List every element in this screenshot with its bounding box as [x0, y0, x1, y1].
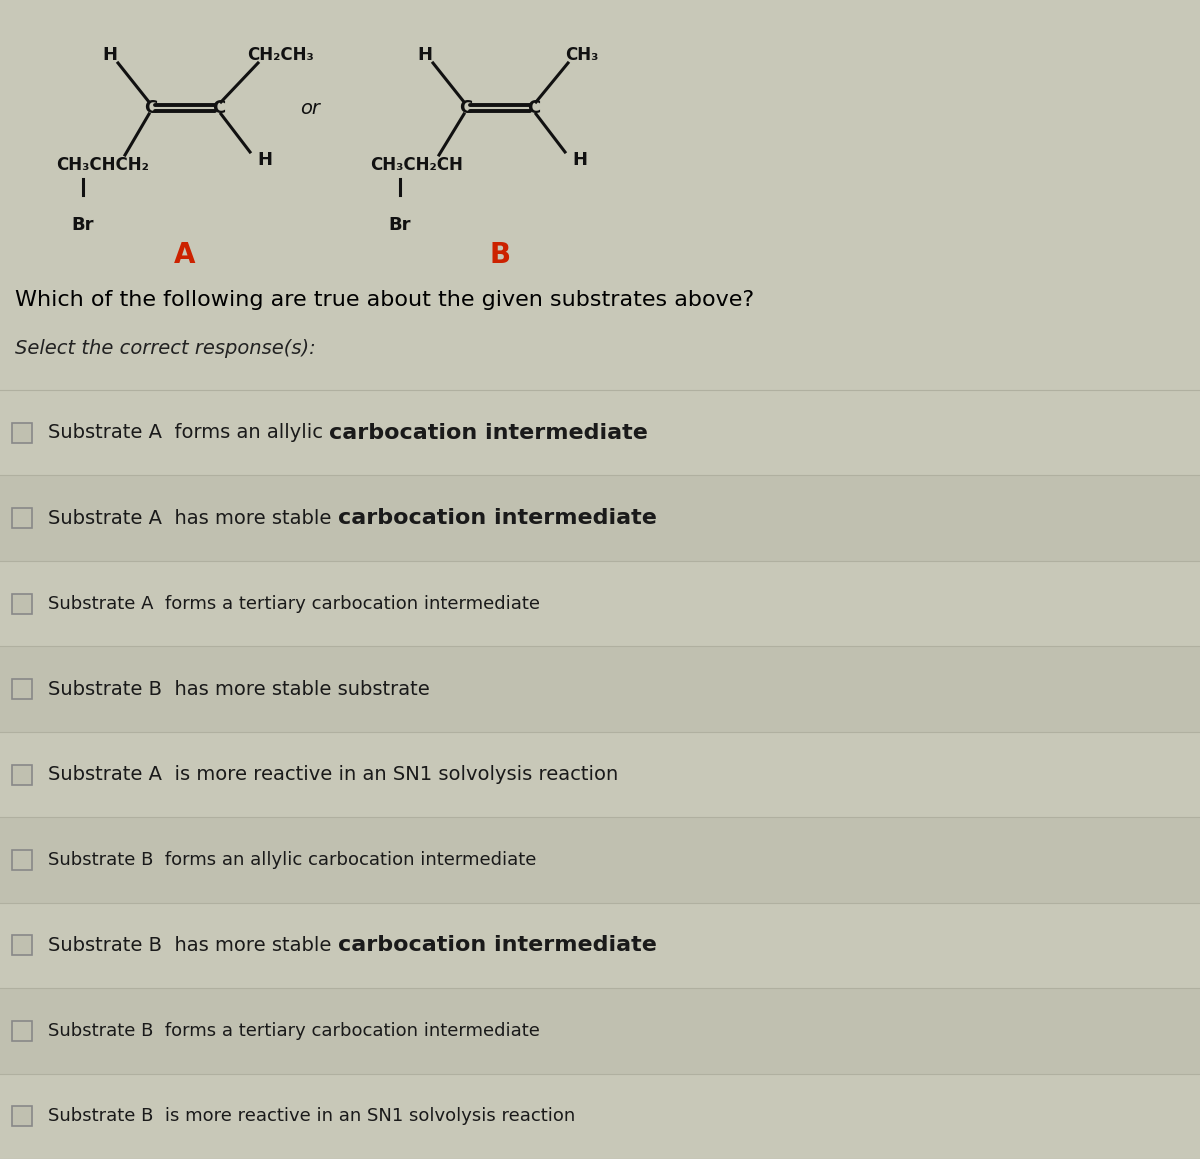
Text: Substrate A  forms a tertiary carbocation intermediate: Substrate A forms a tertiary carbocation…: [48, 595, 540, 613]
Bar: [0, 561, 1200, 647]
Text: C: C: [527, 99, 541, 117]
Bar: [0, 1073, 1200, 1159]
Bar: [12, 1021, 32, 1041]
Text: Substrate A  forms an allylic: Substrate A forms an allylic: [48, 423, 329, 443]
Bar: [12, 423, 32, 443]
Bar: [12, 1107, 32, 1127]
Text: A: A: [174, 241, 196, 269]
Text: Substrate B  is more reactive in an SN1 solvolysis reaction: Substrate B is more reactive in an SN1 s…: [48, 1107, 575, 1125]
Text: Substrate A  has more stable: Substrate A has more stable: [48, 509, 337, 527]
Bar: [0, 817, 1200, 903]
Bar: [12, 850, 32, 870]
Bar: [12, 593, 32, 613]
Bar: [0, 647, 1200, 731]
Text: Substrate B  forms a tertiary carbocation intermediate: Substrate B forms a tertiary carbocation…: [48, 1022, 540, 1040]
Text: Substrate A  is more reactive in an SN1 solvolysis reaction: Substrate A is more reactive in an SN1 s…: [48, 765, 618, 783]
Bar: [12, 765, 32, 785]
Text: CH₃CHCH₂: CH₃CHCH₂: [56, 156, 150, 174]
Text: Substrate B  has more stable: Substrate B has more stable: [48, 935, 337, 955]
Bar: [12, 508, 32, 529]
Bar: [0, 475, 1200, 561]
Text: carbocation intermediate: carbocation intermediate: [337, 935, 656, 955]
Text: Which of the following are true about the given substrates above?: Which of the following are true about th…: [14, 290, 754, 309]
Text: B: B: [490, 241, 510, 269]
Text: H: H: [418, 46, 432, 64]
Bar: [0, 989, 1200, 1073]
Bar: [12, 935, 32, 955]
Text: or: or: [300, 99, 320, 117]
Text: H: H: [258, 151, 272, 169]
Bar: [12, 679, 32, 699]
Text: C: C: [460, 99, 473, 117]
Bar: [0, 731, 1200, 817]
Bar: [0, 903, 1200, 989]
Text: CH₃: CH₃: [565, 46, 599, 64]
Text: C: C: [144, 99, 157, 117]
Text: carbocation intermediate: carbocation intermediate: [337, 508, 656, 529]
Text: Substrate B  forms an allylic carbocation intermediate: Substrate B forms an allylic carbocation…: [48, 851, 536, 869]
Text: CH₃CH₂CH: CH₃CH₂CH: [371, 156, 463, 174]
Text: H: H: [102, 46, 118, 64]
Text: H: H: [572, 151, 588, 169]
Bar: [0, 389, 1200, 475]
Text: C: C: [212, 99, 226, 117]
Text: Br: Br: [389, 216, 412, 234]
Text: CH₂CH₃: CH₂CH₃: [247, 46, 313, 64]
Text: Br: Br: [72, 216, 95, 234]
Text: Select the correct response(s):: Select the correct response(s):: [14, 338, 316, 357]
Text: Substrate B  has more stable substrate: Substrate B has more stable substrate: [48, 679, 430, 699]
Text: carbocation intermediate: carbocation intermediate: [329, 423, 648, 443]
